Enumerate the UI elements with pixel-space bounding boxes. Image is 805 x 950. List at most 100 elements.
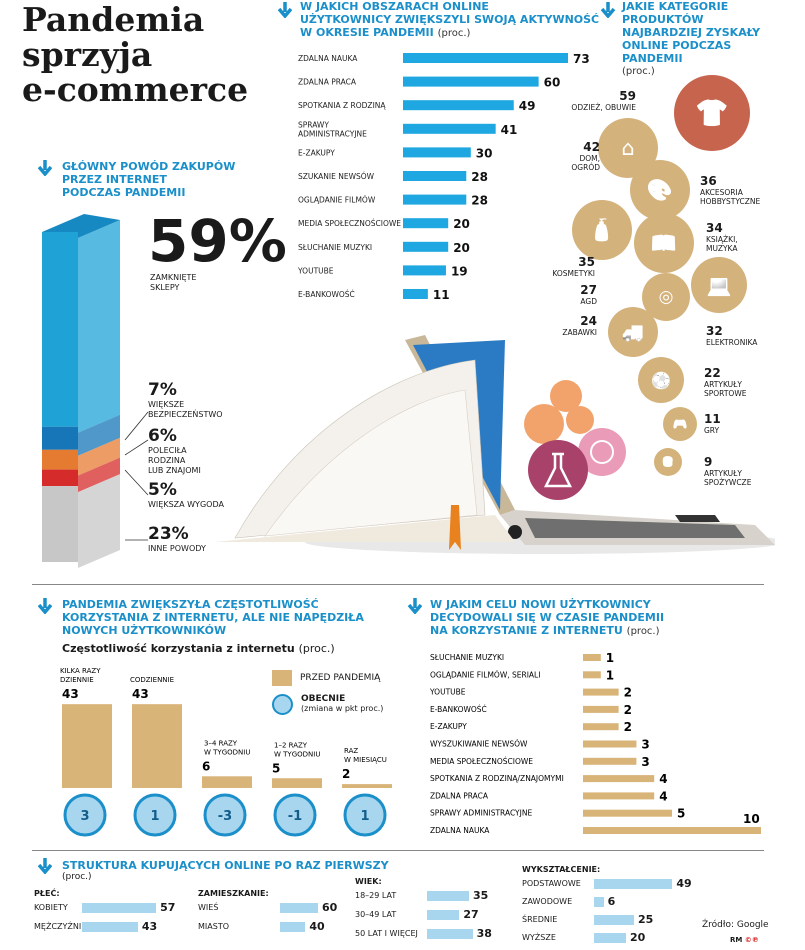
page-title: Pandemia sprzyja e-commerce xyxy=(22,0,249,109)
category-value: 32 xyxy=(706,324,723,338)
category-label: 34 KSIĄŻKI, MUZYKA xyxy=(706,221,796,253)
structure-bar xyxy=(427,929,473,939)
category-bubble: 🍔 xyxy=(654,448,682,476)
structure-value: 38 xyxy=(476,927,492,940)
purpose-value: 2 xyxy=(624,703,632,717)
frequency-bar xyxy=(62,704,112,788)
activity-bar xyxy=(403,241,449,252)
activity-bar xyxy=(403,123,496,134)
structure-bar xyxy=(594,879,673,889)
frequency-change-value: -3 xyxy=(218,809,232,824)
reason-bar-segment xyxy=(42,449,78,470)
category-label: 32 ELEKTRONIKA xyxy=(706,324,796,347)
activity-bar xyxy=(403,147,471,158)
frequency-label: KILKA RAZY xyxy=(60,667,101,675)
down-arrow-icon xyxy=(38,858,52,874)
category-text: KSIĄŻKI, xyxy=(706,235,738,244)
category-bubble: 🚚 xyxy=(608,307,658,357)
activity-bar xyxy=(403,53,568,63)
purpose-bar xyxy=(583,775,655,783)
structure-label: ŚREDNIE xyxy=(522,915,558,924)
frequency-label: CODZIENNIE xyxy=(130,676,174,684)
divider xyxy=(32,850,764,851)
structure-label: WYŻSZE xyxy=(522,933,556,942)
source-note: Źródło: Google xyxy=(702,920,769,930)
down-arrow-icon xyxy=(38,160,52,176)
structure-value: 43 xyxy=(141,920,158,933)
activity-value: 20 xyxy=(453,241,470,255)
category-bubble: 🧴 xyxy=(572,200,632,260)
reason-item: 7% WIĘKSZE BEZPIECZEŃSTWO xyxy=(148,380,223,419)
activity-label: ZDALNA PRACA xyxy=(298,78,357,87)
frequency-label: W MIESIĄCU xyxy=(344,756,387,764)
structure-group-title: ZAMIESZKANIE: xyxy=(198,889,269,898)
activity-bar xyxy=(403,265,446,276)
activity-bar-chart: ZDALNA NAUKA 73 ZDALNA PRACA 60 SPOTKANIA Z … xyxy=(297,52,590,302)
category-value: 11 xyxy=(704,412,721,426)
down-arrow-icon xyxy=(408,598,422,614)
structure-group-title: PŁEĆ: xyxy=(34,889,60,898)
purpose-bar xyxy=(583,654,601,661)
category-text: MUZYKA xyxy=(706,244,738,253)
reason-item: 6% POLECIŁA RODZINA LUB ZNAJOMI xyxy=(148,426,201,475)
structure-label: PODSTAWOWE xyxy=(522,879,581,888)
frequency-change-value: 1 xyxy=(360,809,369,824)
structure-value: 20 xyxy=(630,931,646,944)
down-arrow-icon xyxy=(38,598,52,614)
divider xyxy=(32,584,764,585)
structure-value: 25 xyxy=(638,913,654,926)
category-text: OGRÓD xyxy=(571,163,600,172)
reason-header: GŁÓWNY POWÓD ZAKUPÓW PRZEZ INTERNET PODCZA… xyxy=(62,160,236,199)
category-text: KOSMETYKI xyxy=(552,269,595,278)
washer-icon: ◎ xyxy=(658,287,674,307)
activity-value: 60 xyxy=(544,76,561,90)
category-bubble: 👕 xyxy=(674,75,750,151)
category-text: ARTYKUŁY xyxy=(704,380,742,389)
activity-label: SŁUCHANIE MUZYKI xyxy=(298,243,372,252)
spray-icon: 🧴 xyxy=(588,217,616,242)
frequency-change-circle xyxy=(273,793,317,837)
laptop-book-illustration xyxy=(215,335,775,554)
structure-label: 18–29 LAT xyxy=(355,891,397,900)
purpose-value: 4 xyxy=(659,772,667,786)
category-text: SPOŻYWCZE xyxy=(704,478,752,487)
purpose-bar xyxy=(583,705,619,713)
structure-value: 35 xyxy=(473,889,489,902)
category-label: 22 ARTYKUŁY SPORTOWE xyxy=(704,366,794,398)
frequency-label: W TYGODNIU xyxy=(274,750,320,758)
house-icon: ⌂ xyxy=(621,136,635,160)
category-value: 9 xyxy=(704,455,713,469)
purpose-value: 4 xyxy=(659,789,667,803)
category-value: 34 xyxy=(706,221,723,235)
structure-bar xyxy=(280,922,306,932)
frequency-bar xyxy=(272,778,322,788)
reason-bar-side xyxy=(78,220,120,433)
activity-bar xyxy=(403,171,467,181)
structure-label: ZAWODOWE xyxy=(522,897,573,906)
frequency-label: DZIENNIE xyxy=(60,676,94,684)
category-value: 59 xyxy=(619,89,636,103)
frequency-header: PANDEMIA ZWIĘKSZYŁA CZĘSTOTLIWOŚĆ KORZYST… xyxy=(62,598,364,637)
purpose-value: 3 xyxy=(641,738,649,752)
category-value: 24 xyxy=(580,314,597,328)
frequency-value: 5 xyxy=(272,761,280,775)
category-text: SPORTOWE xyxy=(704,389,747,398)
structure-label: 50 LAT I WIĘCEJ xyxy=(355,929,418,938)
activity-label: E-BANKOWOŚĆ xyxy=(298,290,355,299)
activity-label: ZDALNA NAUKA xyxy=(298,54,358,63)
structure-value: 40 xyxy=(309,920,325,933)
structure-label: MIASTO xyxy=(198,922,229,931)
category-label: 36 AKCESORIA HOBBYSTYCZNE xyxy=(700,174,790,206)
purpose-label: SPRAWY ADMINISTRACYJNE xyxy=(430,809,532,818)
reason-bar-segment xyxy=(42,232,78,427)
frequency-legend: PRZED PANDEMIĄ OBECNIE (zmiana w pkt proc… xyxy=(272,670,383,715)
structure-value: 27 xyxy=(463,908,479,921)
category-text: ARTYKUŁY xyxy=(704,469,742,478)
structure-label: MĘŻCZYŹNI xyxy=(34,922,82,931)
activity-label: MEDIA SPOŁECZNOŚCIOWE xyxy=(298,219,401,228)
credit-logo-icon: ©℗ xyxy=(744,936,759,944)
purpose-value: 1 xyxy=(606,651,614,665)
category-label: 24 ZABAWKI xyxy=(517,314,597,337)
frequency-change-circle xyxy=(133,793,177,837)
structure-value: 49 xyxy=(676,877,692,890)
